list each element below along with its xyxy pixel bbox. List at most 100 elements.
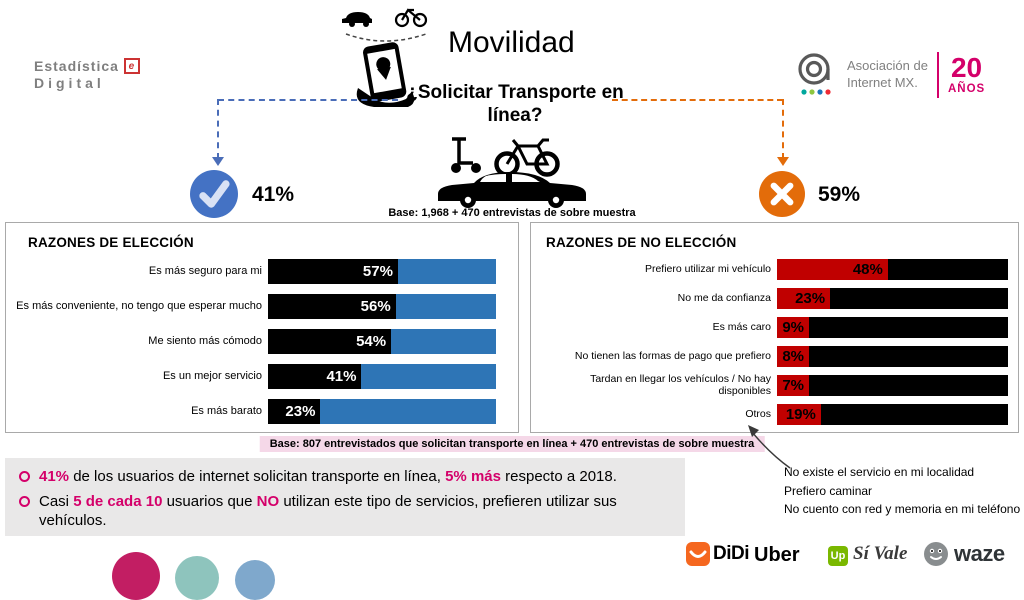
bar-value-label: 8%	[782, 348, 804, 365]
bar-value-label: 23%	[285, 403, 316, 420]
insight-item: Casi 5 de cada 10 usuarios que NO utiliz…	[19, 492, 671, 531]
bar-row: Tardan en llegar los vehículos / No hay …	[541, 372, 1008, 397]
bar-track: 8%	[777, 346, 1008, 367]
logo-text-digital: Digital	[34, 75, 105, 91]
base-note-bottom: Base: 807 entrevistados que solicitan tr…	[259, 436, 765, 452]
bar-value-label: 48%	[852, 261, 883, 278]
chart-title: RAZONES DE ELECCIÓN	[28, 235, 194, 250]
bar-row: No me da confianza 23%	[541, 288, 1008, 309]
dashed-connector-blue-vertical	[217, 99, 219, 159]
asociacion-20-anos: 20 AÑOS	[947, 52, 986, 96]
razones-eleccion-panel: RAZONES DE ELECCIÓN Es más seguro para m…	[5, 222, 519, 433]
uber-logo: Uber	[754, 544, 800, 566]
estadistica-digital-logo: Estadística e Digital	[34, 58, 140, 91]
bar-track: 23%	[777, 288, 1008, 309]
bar-value-label: 54%	[356, 333, 387, 350]
bar-fill: 48%	[777, 259, 888, 280]
yes-percentage: 41%	[252, 183, 295, 206]
phone-hand-icon	[342, 8, 428, 107]
insights-box: 41% de los usuarios de internet solicita…	[5, 458, 685, 536]
bar-fill: 23%	[777, 288, 831, 309]
bullet-circle-icon	[19, 471, 30, 482]
up-sivale-icon: Up	[828, 546, 848, 566]
arrow-down-blue-icon	[212, 157, 224, 166]
arrow-down-orange-icon	[777, 157, 789, 166]
bar-track: 48%	[777, 259, 1008, 280]
chart-title: RAZONES DE NO ELECCIÓN	[546, 235, 737, 250]
bar-category-label: No me da confianza	[677, 291, 771, 304]
didi-logo: DiDi	[686, 542, 750, 566]
dashed-connector-blue-horizontal	[218, 99, 398, 101]
car-icon	[438, 172, 586, 208]
asociacion-mark-icon	[798, 53, 831, 95]
bar-track: 54%	[268, 329, 496, 354]
bar-track: 23%	[268, 399, 496, 424]
asociacion-name: Asociación de Internet MX.	[847, 58, 928, 90]
bar-fill: 9%	[777, 317, 809, 338]
bar-row: Otros 19%	[541, 404, 1008, 425]
x-icon	[759, 171, 805, 217]
decorative-circle-blue	[235, 560, 275, 600]
asociacion-internet-logo: Asociación de Internet MX. 20 AÑOS	[792, 50, 985, 100]
bar-track: 19%	[777, 404, 1008, 425]
decorative-circle-teal	[175, 556, 219, 600]
bar-value-label: 41%	[326, 368, 357, 385]
cube-icon: e	[123, 58, 140, 74]
bar-value-label: 9%	[782, 319, 804, 336]
bar-track: 41%	[268, 364, 496, 389]
bar-track: 57%	[268, 259, 496, 284]
otros-pointer-arrow	[748, 425, 791, 469]
scooter-bicycle-icon	[451, 137, 560, 177]
bar-category-label: Otros	[745, 407, 771, 420]
bar-category-label: Tardan en llegar los vehículos / No hay …	[590, 372, 771, 397]
bar-fill: 8%	[777, 346, 809, 367]
check-icon	[190, 170, 238, 218]
bar-row: Es más conveniente, no tengo que esperar…	[12, 294, 496, 319]
bar-category-label: Es un mejor servicio	[162, 370, 262, 383]
bar-category-label: Es más barato	[191, 405, 262, 418]
bar-row: Es más barato 23%	[12, 399, 496, 424]
dashed-connector-orange-horizontal	[612, 99, 783, 101]
bar-row: Es más seguro para mi 57%	[12, 259, 496, 284]
bar-category-label: Es más seguro para mi	[148, 265, 262, 278]
bar-value-label: 56%	[360, 298, 391, 315]
bar-row: Es un mejor servicio 41%	[12, 364, 496, 389]
page-title: Movilidad	[448, 26, 575, 59]
bar-category-label: Es más conveniente, no tengo que esperar…	[16, 300, 262, 313]
bar-track: 7%	[777, 375, 1008, 396]
bar-track: 56%	[268, 294, 496, 319]
insight-text: Casi 5 de cada 10 usuarios que NO utiliz…	[39, 492, 617, 530]
bar-value-label: 23%	[795, 290, 826, 307]
sivale-logo: Sí Vale	[853, 543, 908, 564]
didi-icon	[686, 542, 710, 566]
bullet-circle-icon	[19, 495, 30, 507]
bar-value-label: 57%	[362, 263, 393, 280]
razones-no-eleccion-panel: RAZONES DE NO ELECCIÓN Prefiero utilizar…	[530, 222, 1019, 433]
otros-note: No existe el servicio en mi localidad Pr…	[784, 463, 1020, 519]
bar-fill: 7%	[777, 375, 809, 396]
bar-value-label: 7%	[782, 377, 804, 394]
bar-category-label: Es más caro	[712, 320, 771, 333]
bar-fill: 56%	[268, 294, 396, 319]
otros-note-line: No cuento con red y memoria en mi teléfo…	[784, 502, 1021, 517]
otros-note-line: No existe el servicio en mi localidad	[784, 465, 975, 479]
bar-row: No tienen las formas de pago que prefier…	[541, 346, 1008, 367]
bar-chart-eleccion: Es más seguro para mi 57% Es más convenien…	[12, 259, 496, 424]
waze-logo: waze	[922, 540, 1005, 568]
bar-fill: 19%	[777, 404, 821, 425]
waze-icon	[924, 542, 948, 566]
bar-fill: 23%	[268, 399, 321, 424]
insight-text: 41% de los usuarios de internet solicita…	[39, 468, 617, 485]
insight-item: 41% de los usuarios de internet solicita…	[19, 467, 671, 487]
base-note-top: Base: 1,968 + 470 entrevistas de sobre m…	[388, 207, 636, 219]
bar-category-label: No tienen las formas de pago que prefier…	[574, 349, 771, 362]
decorative-circle-magenta	[112, 552, 160, 600]
bar-row: Es más caro 9%	[541, 317, 1008, 338]
bar-chart-no-eleccion: Prefiero utilizar mi vehículo 48% No me da…	[541, 259, 1008, 425]
bar-track: 9%	[777, 317, 1008, 338]
dashed-connector-orange-vertical	[782, 99, 784, 159]
bar-row: Prefiero utilizar mi vehículo 48%	[541, 259, 1008, 280]
logo-text-estadistica: Estadística	[34, 58, 119, 74]
bar-fill: 54%	[268, 329, 392, 354]
logo-divider	[936, 52, 939, 98]
